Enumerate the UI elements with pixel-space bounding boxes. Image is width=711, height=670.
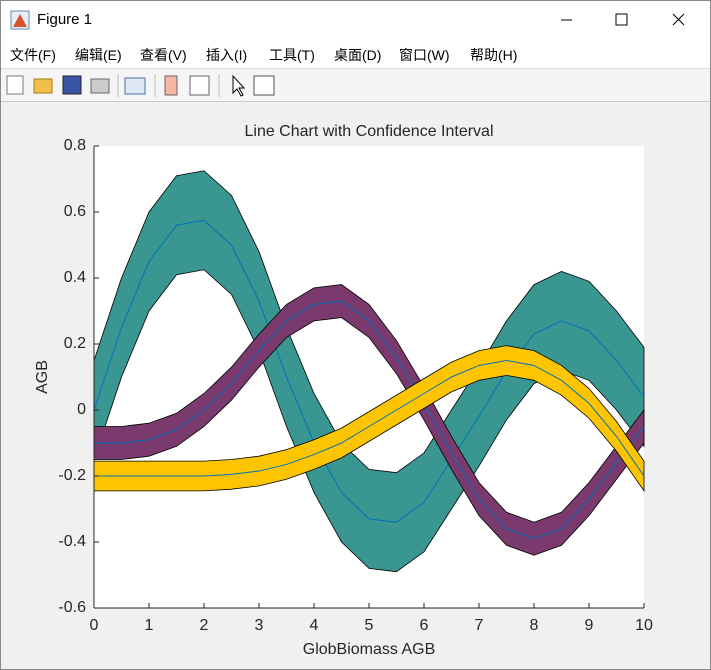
- y-tick-label: 0: [77, 401, 86, 418]
- line: [94, 359, 645, 477]
- save-icon[interactable]: [62, 75, 82, 95]
- y-axis-label: AGB: [34, 360, 51, 394]
- y-tick-label: 0.8: [64, 137, 86, 154]
- menu-item[interactable]: 帮助(H): [470, 47, 518, 63]
- menu-item[interactable]: 插入(I): [206, 47, 248, 63]
- x-tick-label: 7: [475, 617, 484, 634]
- x-tick-label: 6: [420, 617, 429, 634]
- toolbar: [1, 69, 710, 102]
- x-tick-label: 5: [365, 617, 374, 634]
- window-title: Figure 1: [37, 11, 92, 28]
- y-tick-label: -0.2: [58, 467, 86, 484]
- new-icon[interactable]: [6, 75, 24, 95]
- title-bar: Figure 1: [1, 1, 710, 38]
- chart-title: Line Chart with Confidence Interval: [244, 123, 493, 140]
- line: [94, 300, 645, 540]
- x-tick-label: 9: [585, 617, 594, 634]
- menu-item[interactable]: 查看(V): [140, 47, 187, 63]
- menu-item[interactable]: 编辑(E): [75, 47, 122, 63]
- x-tick-label: 0: [90, 617, 99, 634]
- y-tick-label: -0.6: [58, 599, 86, 616]
- chart: Line Chart with Confidence Interval Glob…: [34, 123, 653, 658]
- confidence-band: [93, 345, 645, 493]
- close-button[interactable]: [672, 13, 685, 26]
- y-tick-label: 0.4: [64, 269, 86, 286]
- menu-item[interactable]: 文件(F): [10, 47, 56, 63]
- x-axis-label: GlobBiomass AGB: [303, 641, 436, 658]
- line: [93, 219, 645, 523]
- pointer-icon[interactable]: [232, 74, 246, 97]
- menu-item[interactable]: 工具(T): [269, 47, 315, 63]
- colorbar-icon[interactable]: [164, 75, 178, 96]
- menu-bar: 文件(F) 编辑(E) 查看(V) 插入(I) 工具(T) 桌面(D) 窗口(W) 帮助(H): [1, 38, 710, 69]
- link-icon[interactable]: [124, 77, 146, 95]
- menu-item[interactable]: 窗口(W): [399, 47, 450, 63]
- maximize-button[interactable]: [615, 13, 628, 26]
- legend-icon[interactable]: [189, 75, 210, 96]
- open-icon[interactable]: [33, 78, 53, 94]
- x-tick-label: 4: [310, 617, 319, 634]
- x-tick-label: 2: [200, 617, 209, 634]
- title-bar-graphics: Figure 1: [10, 10, 685, 30]
- property-icon[interactable]: [253, 75, 275, 96]
- x-tick-label: 10: [635, 617, 653, 634]
- app-icon-shape: [13, 14, 27, 27]
- print-icon[interactable]: [90, 78, 110, 94]
- confidence-band: [93, 284, 645, 556]
- menu-item[interactable]: 桌面(D): [334, 47, 382, 63]
- toolbar-icons: [6, 74, 275, 97]
- y-tick-label: -0.4: [58, 533, 86, 550]
- x-tick-label: 8: [530, 617, 539, 634]
- x-tick-label: 1: [145, 617, 154, 634]
- x-tick-label: 3: [255, 617, 264, 634]
- y-tick-label: 0.2: [64, 335, 86, 352]
- y-tick-label: 0.6: [64, 203, 86, 220]
